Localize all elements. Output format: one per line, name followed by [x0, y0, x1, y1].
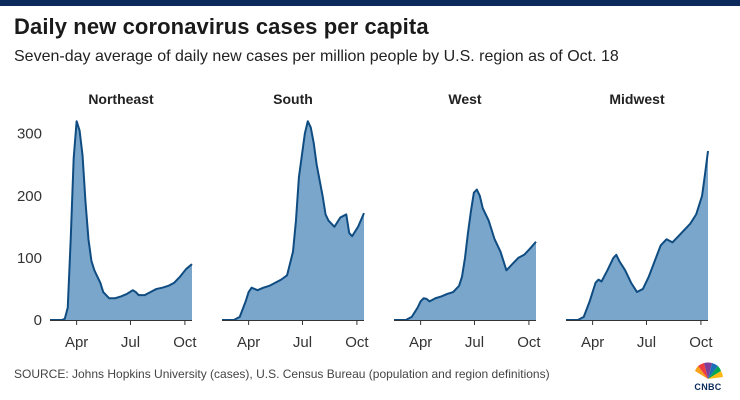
x-tick-label: Jul — [121, 334, 140, 351]
x-tick-label: Oct — [345, 334, 369, 351]
panel-title: Northeast — [88, 91, 154, 107]
series-line — [50, 120, 193, 321]
x-tick-label: Oct — [173, 334, 197, 351]
series-line — [394, 188, 537, 321]
small-multiples-area-chart: 0 100 200 300 Northeast Apr Jul Oct South Apr Jul O… — [17, 91, 713, 351]
panel-title: Midwest — [609, 91, 665, 107]
area-fill — [566, 151, 708, 320]
x-tick-label: Jul — [465, 334, 484, 351]
top-accent-bar — [0, 0, 740, 6]
y-tick-label: 300 — [17, 126, 42, 143]
area-fill — [394, 189, 536, 320]
x-tick-label: Jul — [293, 334, 312, 351]
peacock-icon — [695, 362, 723, 379]
panel-title: South — [273, 91, 313, 107]
x-tick-label: Oct — [517, 334, 541, 351]
source-note: SOURCE: Johns Hopkins University (cases)… — [14, 367, 550, 381]
y-tick-label: 0 — [34, 312, 42, 329]
series-line — [566, 150, 709, 321]
x-tick-label: Apr — [409, 334, 432, 351]
y-tick-label: 100 — [17, 250, 42, 267]
x-tick-label: Oct — [689, 334, 713, 351]
chart-title: Daily new coronavirus cases per capita — [14, 14, 429, 39]
logo-text: CNBC — [694, 382, 722, 392]
cnbc-logo: CNBC — [688, 357, 728, 393]
panel-title: West — [448, 91, 482, 107]
y-tick-label: 200 — [17, 188, 42, 205]
x-tick-label: Apr — [65, 334, 88, 351]
chart-subtitle: Seven-day average of daily new cases per… — [14, 48, 619, 65]
x-tick-label: Apr — [581, 334, 604, 351]
x-tick-label: Jul — [637, 334, 656, 351]
area-fill — [50, 121, 192, 320]
area-fill — [222, 121, 364, 320]
x-tick-label: Apr — [237, 334, 260, 351]
series-line — [222, 120, 365, 321]
